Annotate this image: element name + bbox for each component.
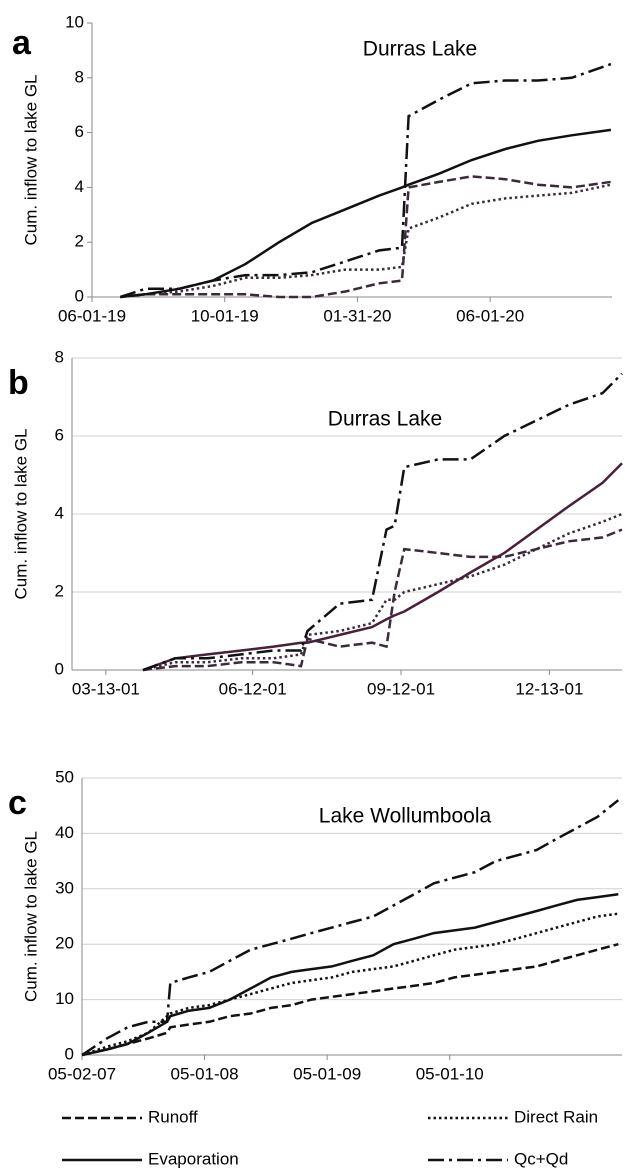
y-tick-label: 8 <box>55 347 64 366</box>
x-tick-label: 05-01-08 <box>171 1064 239 1083</box>
legend-label: Direct Rain <box>514 1107 598 1126</box>
series-line <box>120 183 612 299</box>
series-line <box>120 128 612 299</box>
series-line <box>81 912 619 1057</box>
panel-label: c <box>8 784 27 822</box>
series-line <box>81 942 619 1057</box>
x-tick-label: 03-13-01 <box>72 679 140 698</box>
y-tick-label: 2 <box>75 232 84 251</box>
x-tick-label: 06-12-01 <box>219 679 287 698</box>
y-tick-label: 40 <box>55 823 74 842</box>
y-tick-label: 50 <box>55 767 74 786</box>
y-tick-label: 8 <box>75 67 84 86</box>
x-tick-label: 01-31-20 <box>323 306 391 325</box>
y-tick-label: 0 <box>55 659 64 678</box>
y-tick-label: 0 <box>75 286 84 305</box>
legend-label: Runoff <box>148 1107 198 1126</box>
x-tick-label: 05-02-07 <box>48 1064 116 1083</box>
panel-label: b <box>8 364 29 402</box>
y-tick-label: 0 <box>65 1044 74 1063</box>
series-line <box>81 893 619 1057</box>
y-tick-label: 10 <box>55 989 74 1008</box>
y-axis-label: Cum. inflow to lake GL <box>21 74 40 245</box>
y-axis-label: Cum. inflow to lake GL <box>21 831 40 1002</box>
y-tick-label: 6 <box>55 425 64 444</box>
series-line <box>81 799 620 1057</box>
legend-label: Evaporation <box>148 1149 239 1168</box>
x-tick-label: 06-01-20 <box>456 306 524 325</box>
y-tick-label: 4 <box>55 503 64 522</box>
y-axis-label: Cum. inflow to lake GL <box>11 428 30 599</box>
chart-title: Lake Wollumboola <box>319 805 492 828</box>
x-tick-label: 05-01-10 <box>416 1064 484 1083</box>
y-tick-label: 20 <box>55 934 74 953</box>
panel-label: a <box>12 24 32 62</box>
x-tick-label: 09-12-01 <box>367 679 435 698</box>
x-tick-label: 05-01-09 <box>293 1064 361 1083</box>
chart-title: Durras Lake <box>328 408 442 431</box>
chart-title: Durras Lake <box>363 38 477 61</box>
y-tick-label: 10 <box>65 12 84 31</box>
y-tick-label: 2 <box>55 581 64 600</box>
series-line <box>142 462 623 672</box>
series-line <box>142 528 623 672</box>
x-tick-label: 06-01-19 <box>58 306 126 325</box>
y-tick-label: 6 <box>75 122 84 141</box>
series-line <box>142 372 623 672</box>
legend-label: Qc+Qd <box>514 1149 568 1168</box>
series-line <box>120 175 612 299</box>
x-tick-label: 12-13-01 <box>515 679 583 698</box>
series-line <box>142 512 623 672</box>
series-line <box>119 62 612 299</box>
y-tick-label: 4 <box>75 177 84 196</box>
x-tick-label: 10-01-19 <box>191 306 259 325</box>
y-tick-label: 30 <box>55 878 74 897</box>
